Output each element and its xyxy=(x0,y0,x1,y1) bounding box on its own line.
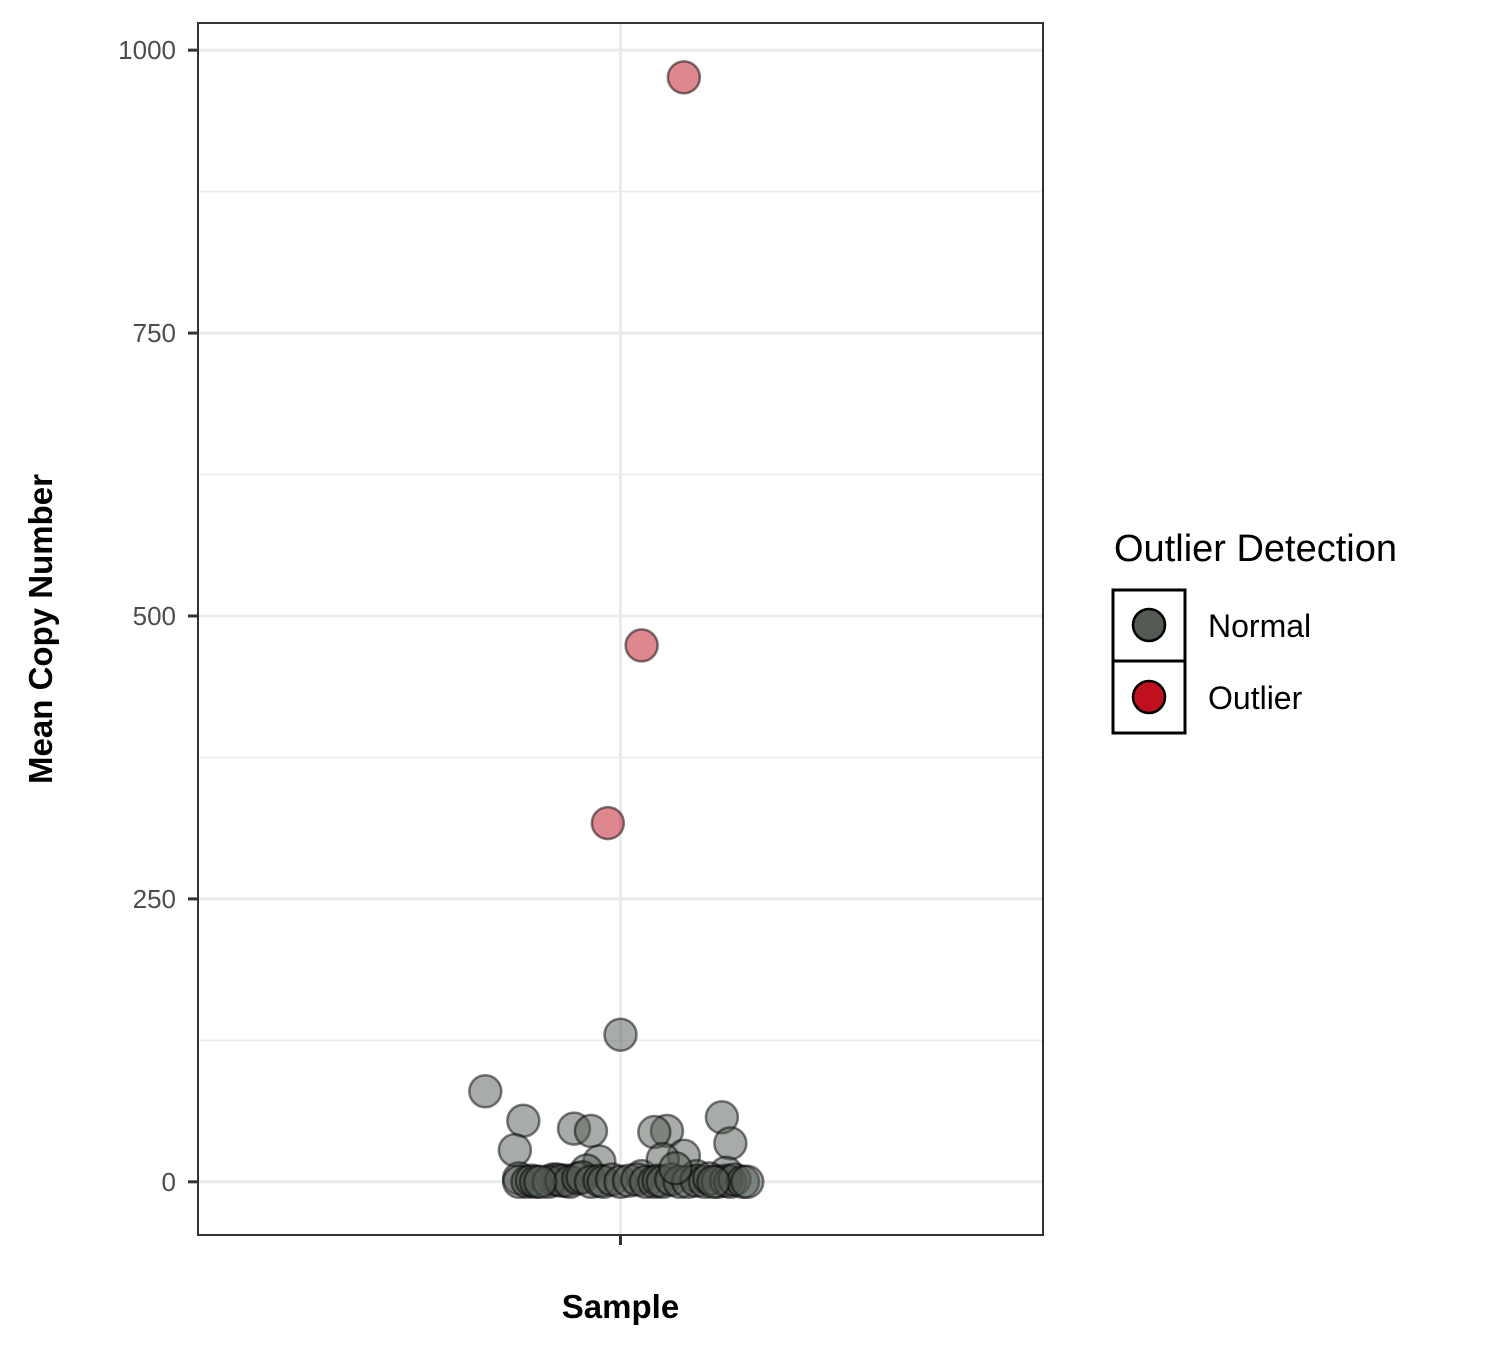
data-point-outlier xyxy=(624,628,659,663)
data-point-normal xyxy=(658,1150,693,1186)
y-tick-label: 0 xyxy=(162,1167,176,1197)
data-point-outlier xyxy=(590,805,626,841)
y-tick-label: 250 xyxy=(133,884,176,914)
y-axis: 0 250 500 750 1000 xyxy=(118,35,198,1197)
data-point-normal xyxy=(713,1126,748,1161)
legend-label-outlier: Outlier xyxy=(1208,680,1303,716)
data-point-outlier xyxy=(666,60,702,95)
data-point-normal xyxy=(696,1164,731,1200)
data-point-normal xyxy=(603,1017,638,1052)
legend: Outlier Detection Normal Outlier xyxy=(1111,528,1397,735)
data-point-normal xyxy=(522,1164,558,1200)
legend-label-normal: Normal xyxy=(1208,608,1311,644)
data-point-normal xyxy=(506,1103,541,1138)
data-point-normal xyxy=(468,1074,503,1109)
legend-title: Outlier Detection xyxy=(1114,528,1397,570)
data-point-normal xyxy=(730,1164,765,1200)
y-tick-label: 500 xyxy=(133,601,176,631)
data-point-normal xyxy=(497,1132,533,1168)
x-axis-title: Sample xyxy=(562,1288,679,1325)
y-tick-label: 750 xyxy=(133,318,176,348)
data-points xyxy=(468,60,765,1200)
legend-key-outlier xyxy=(1111,659,1187,735)
y-axis-title: Mean Copy Number xyxy=(22,474,59,784)
legend-marker-outlier xyxy=(1131,679,1167,715)
legend-marker-normal xyxy=(1131,607,1167,643)
data-point-normal xyxy=(573,1113,609,1149)
y-tick-label: 1000 xyxy=(118,35,176,65)
